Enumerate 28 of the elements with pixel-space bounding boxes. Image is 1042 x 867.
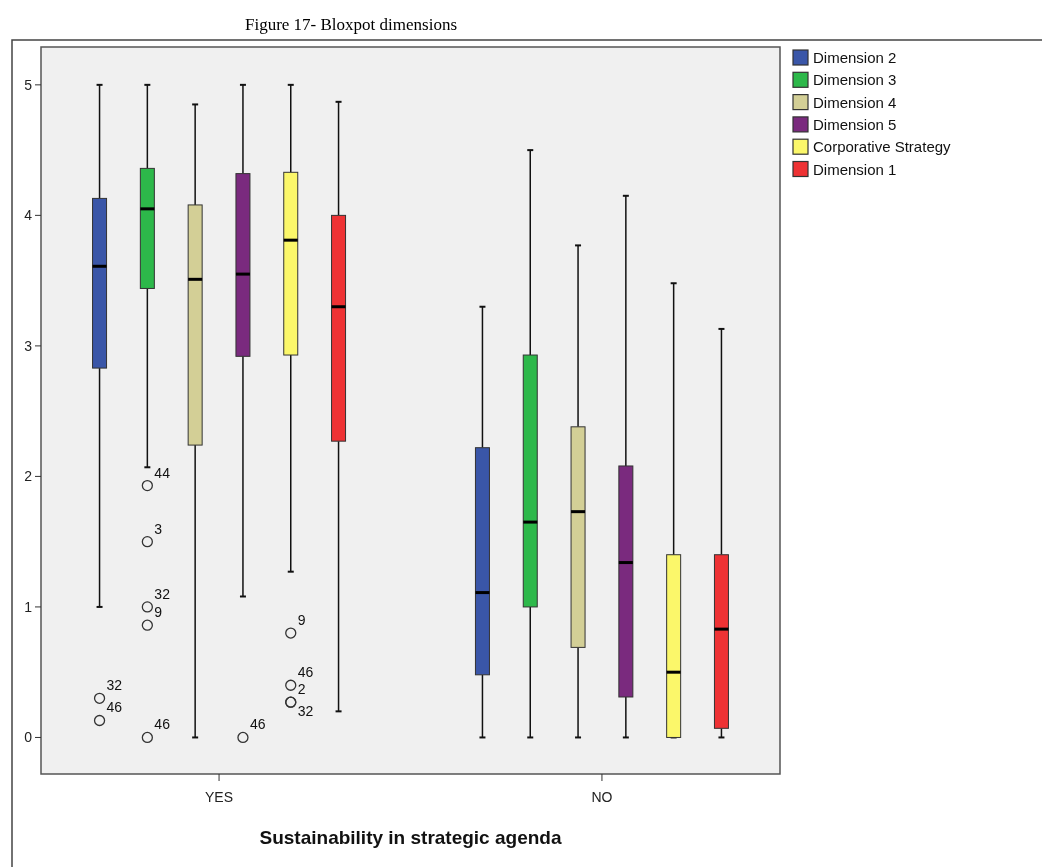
y-tick-label: 5 [24, 76, 33, 93]
x-axis-title: Sustainability in strategic agenda [259, 827, 562, 848]
annotation: 3 [154, 520, 163, 537]
legend-label: Dimension 5 [813, 115, 897, 133]
annotation: 46 [106, 699, 123, 716]
annotation: 44 [154, 464, 171, 481]
chart-title: Figure 17- Bloxpot dimensions [244, 15, 458, 34]
annotation: 2 [297, 681, 306, 698]
y-tick-label: 4 [24, 207, 33, 224]
legend-label: Dimension 3 [813, 71, 897, 89]
annotation: 9 [297, 612, 306, 629]
y-tick-label: 2 [24, 468, 33, 485]
annotation: 46 [249, 716, 266, 733]
annotation: 32 [154, 585, 171, 602]
legend-label: Dimension 2 [813, 49, 897, 66]
x-tick-label: YES [205, 789, 234, 805]
annotation: 32 [106, 677, 123, 694]
legend-label: Dimension 1 [813, 160, 897, 178]
y-tick-label: 1 [24, 598, 33, 615]
annotation: 9 [154, 604, 163, 621]
legend-label: Corporative Strategy [813, 138, 952, 156]
annotation: 32 [297, 703, 314, 720]
x-tick-label: NO [591, 789, 613, 805]
y-tick-label: 0 [24, 729, 33, 746]
y-tick-label: 3 [24, 337, 33, 354]
annotation: 46 [154, 716, 171, 733]
legend-label: Dimension 4 [813, 93, 897, 111]
annotation: 46 [297, 664, 314, 681]
